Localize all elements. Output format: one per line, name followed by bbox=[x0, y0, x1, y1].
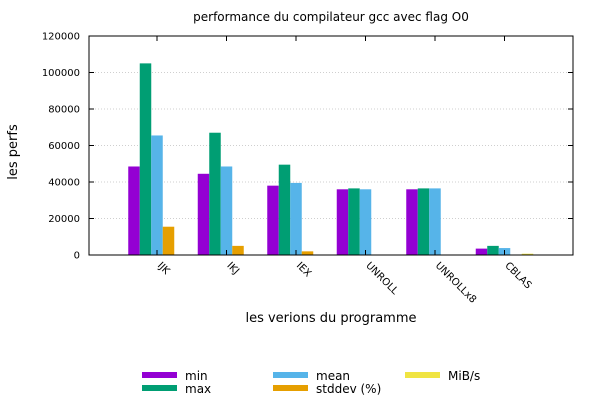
legend-label-2: mean bbox=[316, 369, 350, 383]
bar-ikj-2 bbox=[220, 166, 233, 255]
bar-iex-3 bbox=[301, 251, 314, 255]
x-tick-label-4: UNROLLx8 bbox=[433, 260, 478, 305]
bar-ijk-1 bbox=[139, 63, 152, 255]
y-tick-label-3: 60000 bbox=[48, 141, 80, 152]
bar-unrollx8-2 bbox=[429, 188, 441, 255]
legend-label-0: min bbox=[185, 369, 208, 383]
x-tick-label-2: IEX bbox=[294, 260, 313, 279]
bar-ijk-3 bbox=[162, 226, 175, 255]
bar-iex-1 bbox=[278, 164, 291, 255]
legend-swatch-2 bbox=[273, 372, 308, 378]
y-tick-label-2: 40000 bbox=[48, 178, 80, 189]
y-axis-ticks: 0 20000 40000 60000 80000 100000 120000 bbox=[42, 32, 573, 262]
bar-unroll-1 bbox=[348, 188, 360, 255]
bar-unroll-0 bbox=[336, 189, 349, 255]
legend-label-1: max bbox=[185, 382, 211, 396]
bar-cblas-1 bbox=[487, 245, 499, 255]
chart-title: performance du compilateur gcc avec flag… bbox=[193, 10, 469, 24]
bar-iex-2 bbox=[290, 182, 302, 255]
x-tick-label-3: UNROLL bbox=[363, 260, 400, 297]
bar-iex-0 bbox=[267, 185, 279, 255]
legend-swatch-3 bbox=[273, 385, 308, 391]
legend-swatch-1 bbox=[142, 385, 177, 391]
legend-swatch-0 bbox=[142, 372, 177, 378]
y-tick-label-6: 120000 bbox=[42, 32, 80, 43]
bars-layer bbox=[128, 63, 534, 255]
x-tick-label-1: IKJ bbox=[224, 260, 241, 277]
y-axis-label: les perfs bbox=[6, 124, 21, 180]
bar-ikj-0 bbox=[197, 173, 210, 255]
bar-unroll-2 bbox=[359, 189, 372, 255]
y-tick-label-5: 100000 bbox=[42, 68, 80, 79]
y-tick-label-1: 20000 bbox=[48, 214, 80, 225]
bar-ijk-0 bbox=[128, 166, 140, 255]
bar-ijk-2 bbox=[151, 135, 163, 255]
x-tick-label-0: IJK bbox=[155, 260, 172, 277]
bar-unrollx8-0 bbox=[406, 189, 418, 255]
y-tick-label-4: 80000 bbox=[48, 105, 80, 116]
x-tick-label-5: CBLAS bbox=[502, 260, 533, 291]
bar-ikj-3 bbox=[232, 245, 244, 255]
legend-swatch-4 bbox=[405, 372, 440, 378]
legend-label-4: MiB/s bbox=[448, 369, 480, 383]
bar-ikj-1 bbox=[209, 132, 221, 255]
bar-unrollx8-1 bbox=[417, 188, 430, 255]
y-tick-label-0: 0 bbox=[74, 251, 80, 262]
x-axis-label: les verions du programme bbox=[245, 311, 416, 326]
bar-cblas-4 bbox=[521, 253, 534, 255]
bar-cblas-0 bbox=[475, 248, 488, 255]
legend-label-3: stddev (%) bbox=[316, 382, 381, 396]
